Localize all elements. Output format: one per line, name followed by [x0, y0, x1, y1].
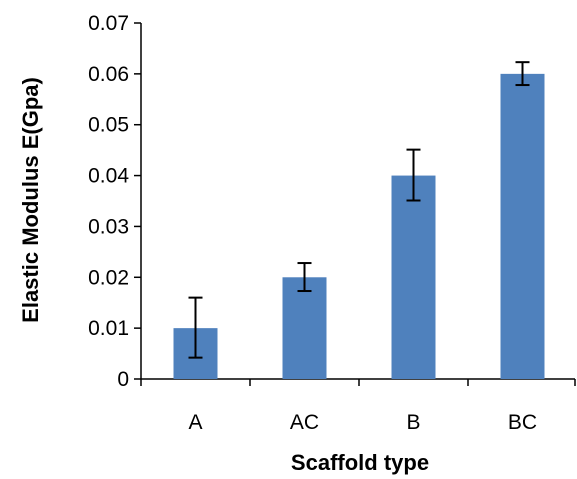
y-tick-label: 0.04 [88, 165, 129, 188]
y-tick-label: 0.05 [88, 114, 129, 137]
y-tick-label: 0.01 [88, 317, 129, 340]
y-tick-label: 0.02 [88, 266, 129, 289]
bar-bc [500, 73, 545, 379]
y-tick-label: 0.07 [88, 12, 129, 35]
x-tick-label: BC [508, 411, 537, 434]
x-axis-title: Scaffold type [291, 450, 429, 475]
y-axis: 0 0.01 0.02 0.03 0.04 0.05 0.06 0.07 [88, 12, 142, 391]
y-tick-label: 0.06 [88, 63, 129, 86]
x-tick-label: AC [290, 411, 319, 434]
bars [173, 73, 545, 379]
x-tick-label: B [406, 411, 420, 434]
bar-ac [282, 277, 327, 379]
x-tick-label: A [188, 411, 202, 434]
y-axis-title: Elastic Modulus E(Gpa) [18, 77, 43, 323]
error-bars [188, 61, 530, 359]
bar-b [391, 175, 436, 379]
y-tick-label: 0 [117, 368, 129, 391]
x-axis: A AC B BC [140, 378, 576, 434]
y-tick-label: 0.03 [88, 215, 129, 238]
